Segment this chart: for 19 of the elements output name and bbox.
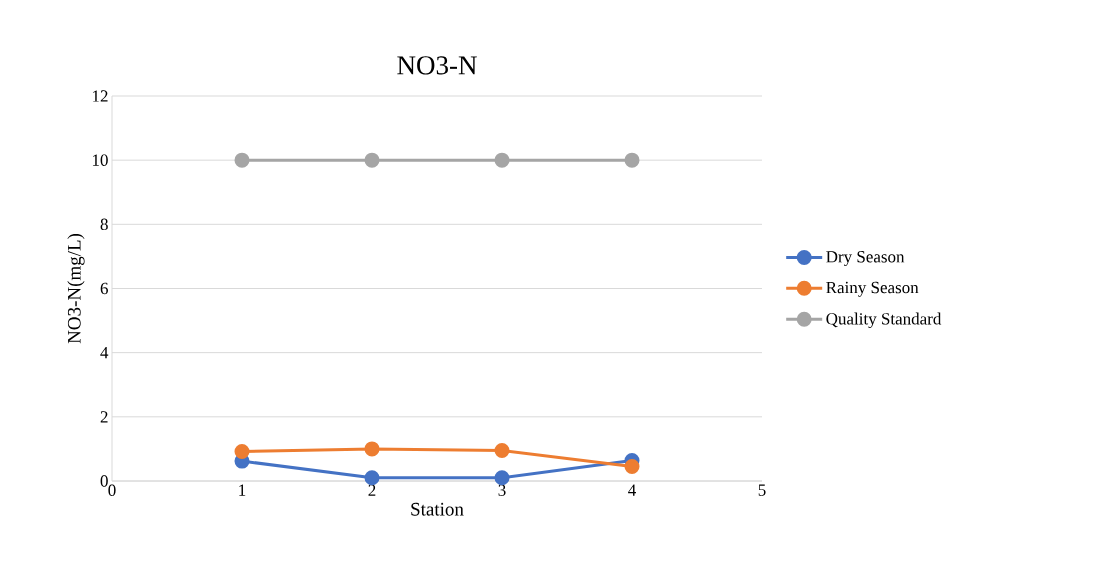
y-tick-label: 6 (100, 282, 108, 295)
x-tick-label: 4 (628, 484, 636, 496)
x-tick-label: 1 (239, 484, 246, 496)
x-tick-label: 5 (758, 484, 766, 496)
x-tick-label: 2 (368, 484, 376, 496)
legend-label: Dry Season (826, 251, 905, 267)
legend-label: Quality Standard (826, 312, 942, 329)
y-tick-label: 10 (92, 154, 108, 166)
y-axis-title: NO3-N(mg/L) (67, 233, 85, 344)
x-axis-title: Station (411, 502, 464, 516)
x-tick-label: 0 (108, 484, 116, 496)
chart-title: NO3-N (397, 56, 477, 75)
legend-label: Rainy Season (826, 281, 919, 297)
x-tick-label: 3 (498, 484, 506, 496)
y-tick-label: 12 (92, 90, 108, 102)
y-tick-label: 4 (100, 347, 109, 359)
y-tick-label: 8 (100, 218, 108, 231)
y-tick-label: 2 (100, 411, 108, 423)
y-tick-label: 0 (100, 475, 108, 487)
